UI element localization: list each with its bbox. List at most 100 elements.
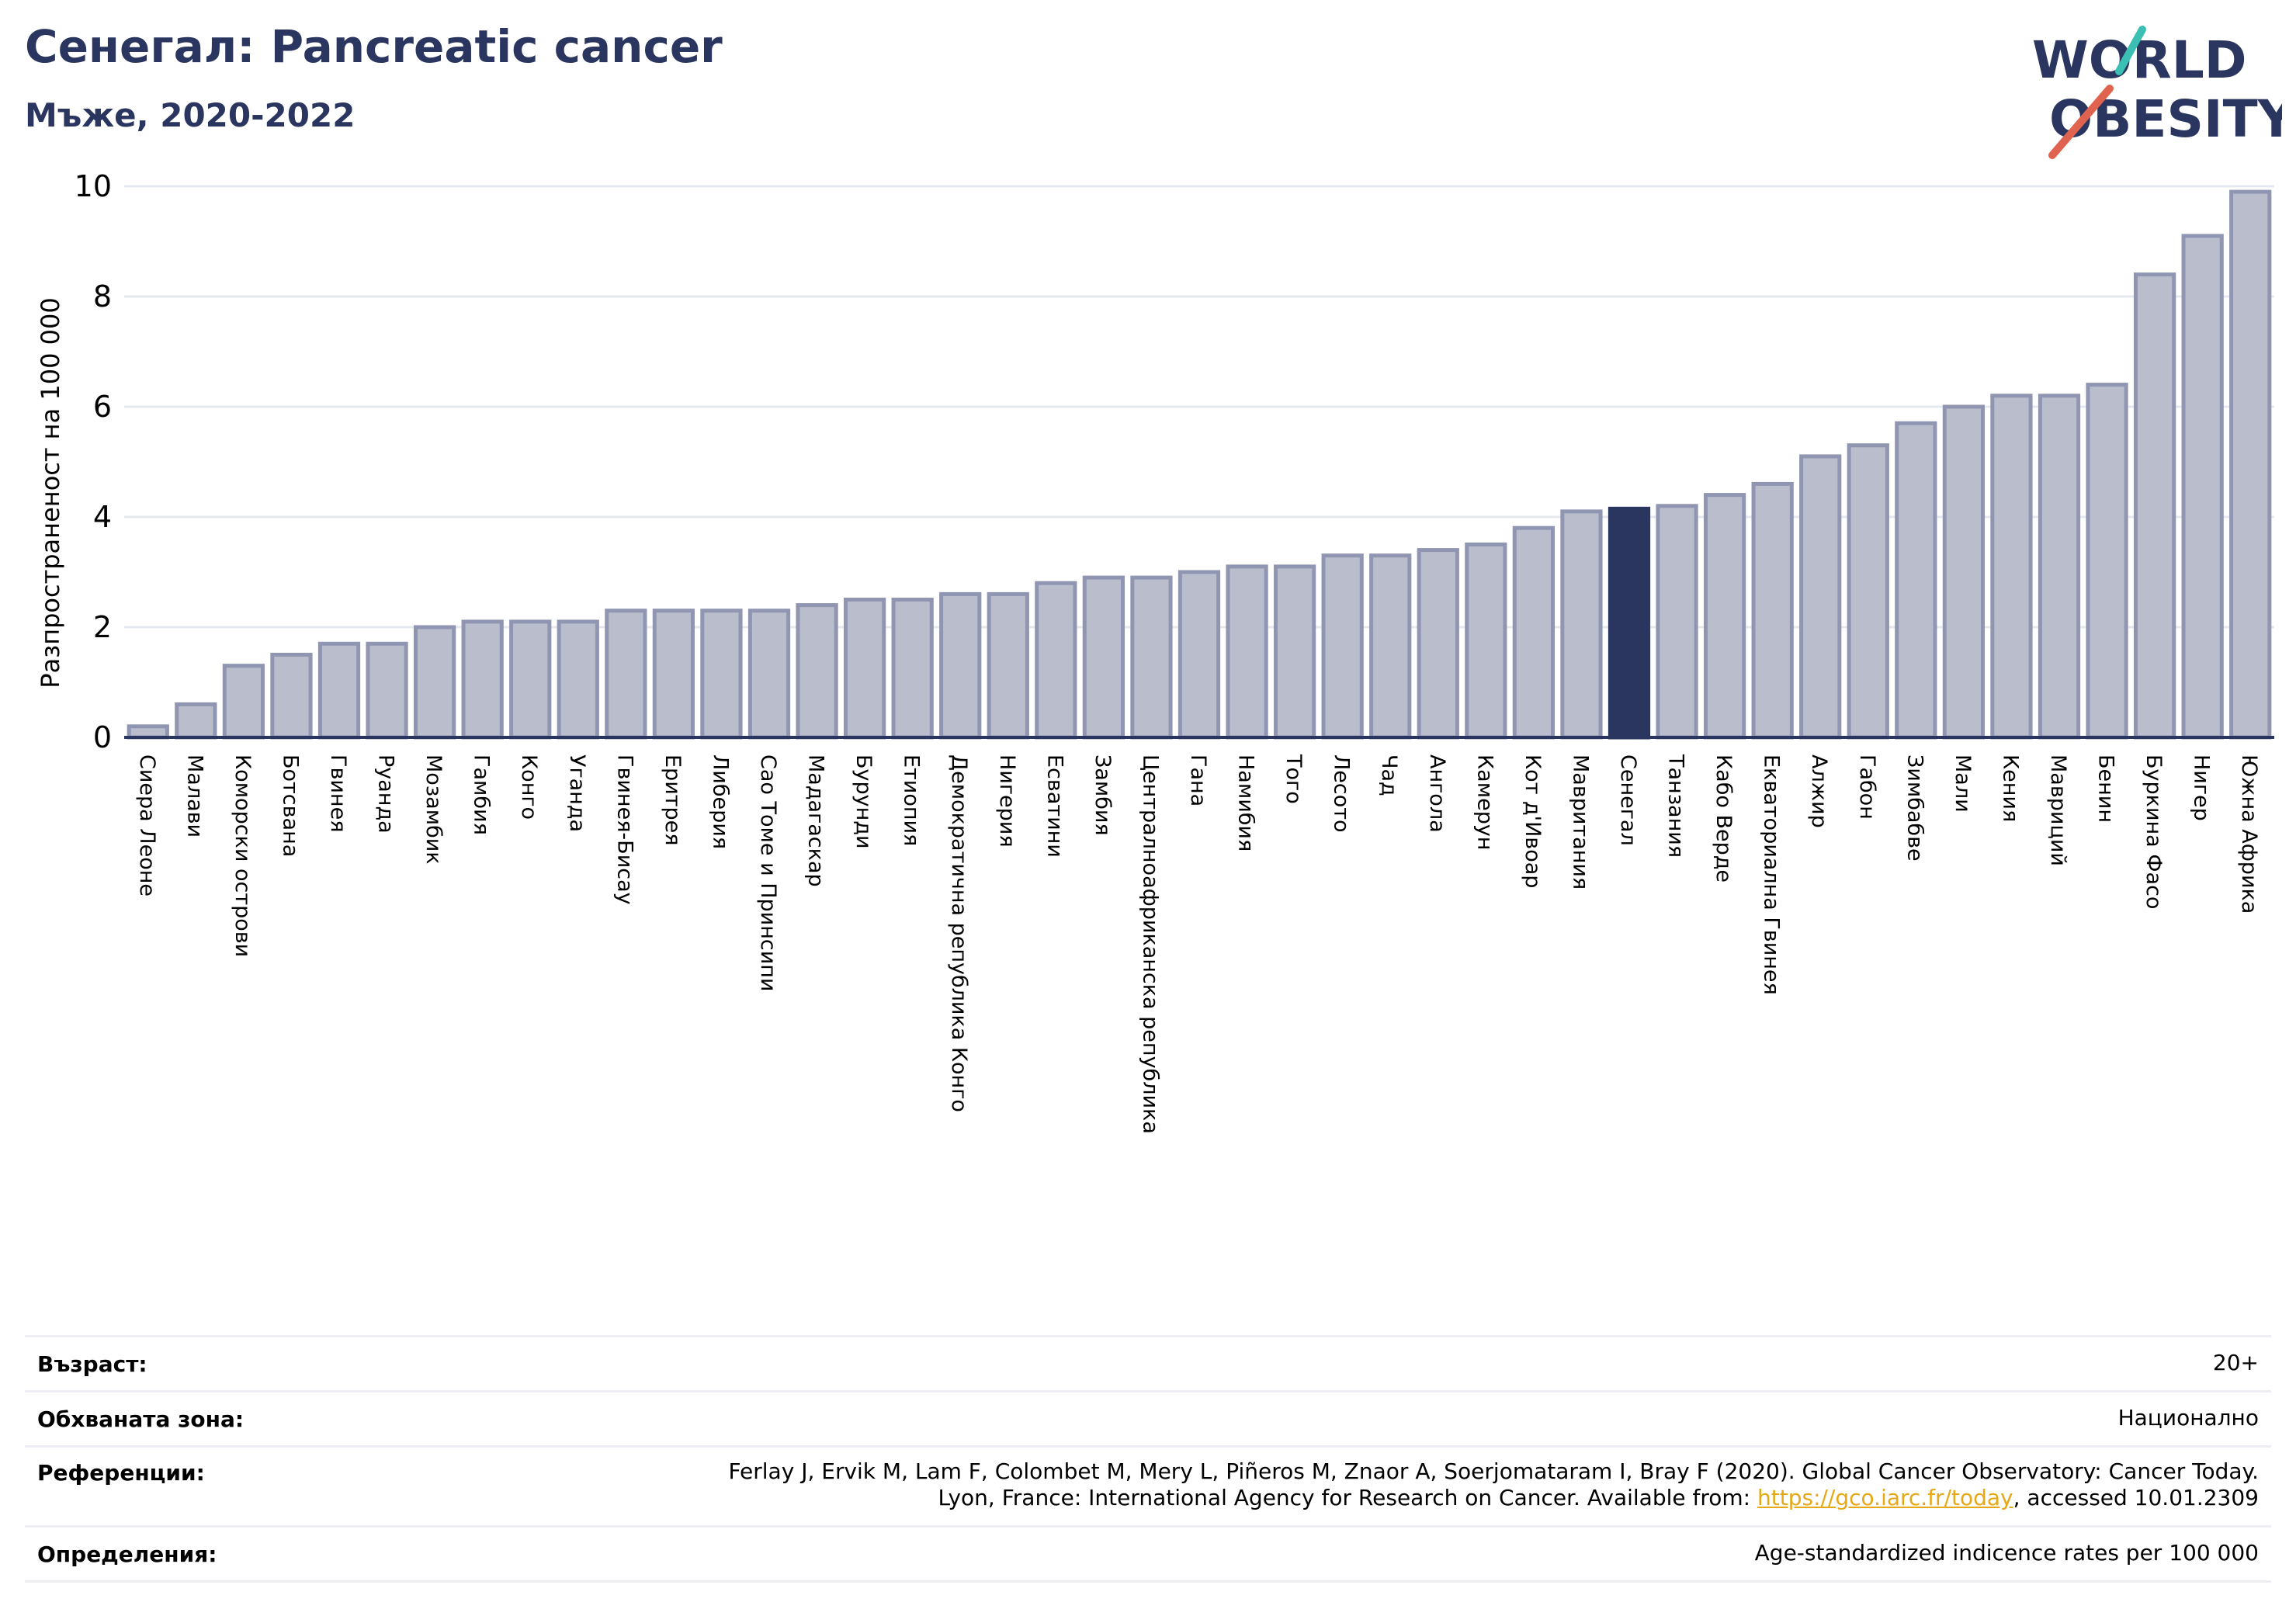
references-line2-pre: Lyon, France: International Agency for R…: [938, 1485, 1757, 1510]
x-tick-label: Алжир: [1807, 754, 1831, 828]
bar: [652, 609, 695, 740]
bar: [1990, 394, 2033, 740]
x-tick-label: Сенегал: [1616, 754, 1640, 846]
x-tick-label: Мавритания: [1568, 754, 1592, 890]
info-row-age: Възраст: 20+: [25, 1335, 2271, 1390]
bar: [1656, 504, 1698, 740]
bar: [1703, 493, 1746, 740]
bar: [1751, 481, 1794, 740]
x-tick-label: Ботсвана: [278, 754, 302, 857]
bar: [557, 619, 599, 740]
x-tick-label: Руанда: [374, 754, 398, 834]
x-tick-label: Южна Африка: [2237, 754, 2261, 914]
x-tick-label: Мавриций: [2046, 754, 2070, 866]
x-tick-label: Кения: [1998, 754, 2022, 822]
bar: [509, 619, 552, 740]
bar: [2133, 272, 2176, 740]
bar: [1369, 553, 1412, 740]
bar: [1321, 553, 1364, 740]
page-title: Сенегал: Pancreatic cancer: [25, 20, 723, 73]
x-tick-label: Того: [1282, 754, 1306, 804]
bar: [461, 619, 504, 740]
x-tick-label: Мадагаскар: [804, 754, 828, 887]
bar: [1226, 564, 1268, 740]
bar: [222, 664, 265, 740]
x-tick-label: Есватини: [1042, 754, 1066, 858]
bar: [1082, 575, 1125, 740]
x-tick-label: Нигер: [2190, 754, 2214, 821]
bar-chart: 0 2 4 6 8 10 Разпространеност на 100 000 Сиера …: [36, 169, 2274, 1134]
bar: [366, 641, 408, 740]
bar: [2086, 383, 2128, 740]
x-tick-label: Гвинея-Бисау: [612, 754, 636, 905]
bar: [1130, 575, 1173, 740]
age-value: 20+: [2212, 1350, 2259, 1375]
x-tick-label: Екваториална Гвинея: [1760, 754, 1784, 995]
info-row-references: Референции: Ferlay J, Ervik M, Lam F, Co…: [25, 1445, 2271, 1525]
x-tick-label: Зимбабве: [1902, 754, 1927, 862]
bar: [891, 598, 934, 740]
area-label: Обхваната зона:: [37, 1406, 245, 1432]
logo-slash-top: [2115, 26, 2146, 75]
x-tick-label: Бенин: [2094, 754, 2118, 823]
x-tick-label: Конго: [517, 754, 541, 820]
gco-link[interactable]: https://gco.iarc.fr/today: [1757, 1485, 2013, 1510]
x-tick-label: Сиера Леоне: [135, 754, 159, 896]
bar: [1847, 443, 1889, 740]
x-tick-label: Намибия: [1234, 754, 1258, 851]
y-tick-label: 4: [93, 500, 112, 534]
x-tick-label: Танзания: [1664, 754, 1688, 858]
y-tick-label: 6: [93, 390, 112, 424]
y-axis-label: Разпространеност на 100 000: [36, 297, 65, 688]
x-tick-label: Еритрея: [661, 754, 685, 845]
bar: [413, 625, 456, 740]
x-tick-label: Замбия: [1091, 754, 1115, 836]
info-table: Възраст: 20+ Обхваната зона: Национално …: [25, 1335, 2271, 1583]
bar: [1512, 525, 1556, 740]
area-value: Национално: [2117, 1405, 2259, 1431]
references-line2: Lyon, France: International Agency for R…: [728, 1485, 2259, 1511]
x-tick-label: Лесото: [1330, 754, 1354, 833]
bar: [317, 641, 361, 740]
bar: [1035, 581, 1077, 740]
x-tick-label: Етиопия: [900, 754, 924, 846]
x-tick-label: Камерун: [1472, 754, 1497, 850]
x-tick-label: Малави: [182, 754, 206, 838]
page-subtitle: Мъже, 2020-2022: [25, 96, 355, 134]
bar: [747, 609, 791, 740]
bar: [2181, 234, 2224, 740]
bar: [796, 603, 838, 740]
age-label: Възраст:: [37, 1351, 147, 1377]
world-obesity-logo: WORLD OBESITY: [2032, 26, 2282, 159]
x-tick-label: Бурунди: [851, 754, 876, 849]
definitions-value: Age-standardized indicence rates per 100…: [1754, 1540, 2259, 1566]
bar: [987, 591, 1029, 740]
references-value: Ferlay J, Ervik M, Lam F, Colombet M, Me…: [728, 1458, 2259, 1511]
x-tick-label: Ангола: [1425, 754, 1449, 833]
bar: [270, 653, 313, 740]
x-tick-label: Чад: [1377, 754, 1401, 796]
info-row-definitions: Определения: Age-standardized indicence …: [25, 1525, 2271, 1583]
bar: [1560, 509, 1603, 740]
x-tick-label: Демократична република Конго: [947, 754, 971, 1112]
x-tick-label: Централноафриканска република: [1138, 754, 1162, 1134]
bar: [700, 609, 743, 740]
bar: [939, 591, 982, 740]
logo-slash-bottom: [2048, 85, 2114, 159]
x-tick-label: Кабо Верде: [1712, 754, 1736, 883]
y-tick-label: 10: [75, 169, 112, 203]
bar: [1942, 404, 1986, 740]
x-tick-label: Мозамбик: [421, 754, 446, 865]
x-tick-label: Гамбия: [470, 754, 494, 835]
x-tick-label: Нигерия: [995, 754, 1019, 848]
x-tick-label: Сао Томе и Принсипи: [756, 754, 780, 991]
x-tick-label: Коморски острови: [231, 754, 255, 957]
x-tick-label: Буркина Фасо: [2142, 754, 2166, 909]
references-line2-post: , accessed 10.01.2309: [2013, 1485, 2259, 1510]
bar: [605, 609, 647, 740]
info-row-area: Обхваната зона: Национално: [25, 1390, 2271, 1445]
bar: [1895, 421, 1937, 740]
bar: [1465, 543, 1507, 740]
references-line1: Ferlay J, Ervik M, Lam F, Colombet M, Me…: [728, 1458, 2259, 1484]
x-tick-label: Кот д'Ивоар: [1521, 754, 1545, 888]
